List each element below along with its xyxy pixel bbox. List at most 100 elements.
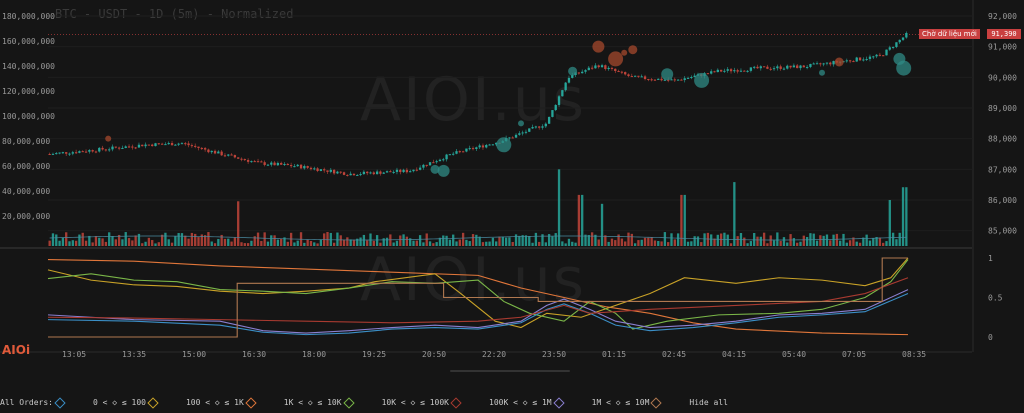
order-bubble: [437, 164, 450, 177]
legend-100k-1m[interactable]: 100K < ◇ ≤ 1M: [489, 396, 566, 409]
candle-body: [260, 161, 263, 163]
order-bubble: [568, 66, 578, 76]
candle-body: [733, 70, 736, 72]
candle-body: [643, 76, 647, 80]
volume-bar: [719, 233, 723, 246]
candle-body: [210, 150, 213, 153]
volume-bar: [653, 240, 657, 246]
volume-bar: [399, 235, 402, 246]
legend-label: 1M < ◇ ≤ 10M: [591, 398, 650, 407]
candle-body: [809, 63, 812, 67]
candle-body: [815, 63, 819, 65]
volume-bar: [61, 237, 65, 246]
volume-bar: [78, 234, 81, 246]
candle-body: [653, 79, 657, 81]
candle-body: [792, 65, 796, 68]
legend-1k-10k[interactable]: 1K < ◇ ≤ 10K: [284, 396, 356, 409]
volume-bar: [266, 241, 270, 246]
volume-bar: [68, 241, 71, 246]
volume-bar: [647, 237, 650, 246]
volume-bar: [197, 237, 200, 246]
volume-bar: [121, 239, 124, 246]
candle-body: [127, 146, 131, 148]
candle-body: [716, 69, 719, 73]
order-bubble: [896, 60, 912, 76]
candle-body: [402, 169, 405, 173]
volume-bar: [227, 238, 230, 246]
legend-all-orders[interactable]: All Orders:: [0, 396, 67, 409]
candle-body: [58, 152, 61, 154]
candle-body: [223, 155, 227, 157]
volume-bar: [786, 242, 789, 246]
volume-bar: [842, 233, 845, 246]
legend-0-100[interactable]: 0 < ◇ ≤ 100: [93, 396, 160, 409]
x-tick-label: 04:15: [722, 350, 746, 359]
candle-body: [94, 151, 98, 153]
candle-body: [845, 60, 848, 62]
scroll-handle[interactable]: [450, 370, 570, 372]
axes: 180,000,000160,000,000140,000,000120,000…: [2, 12, 1017, 359]
volume-bar: [313, 242, 316, 246]
volume-bar: [643, 237, 647, 246]
volume-bar: [326, 232, 329, 246]
candle-body: [121, 147, 124, 149]
candle-body: [590, 67, 594, 69]
candle-body: [332, 169, 336, 174]
legend-10k-100k[interactable]: 10K < ◇ ≤ 100K: [382, 396, 463, 409]
candle-body: [68, 153, 71, 155]
volume-bar: [481, 242, 485, 246]
candle-body: [144, 144, 147, 147]
legend-100-1k[interactable]: 100 < ◇ ≤ 1K: [186, 396, 258, 409]
volume-bar: [772, 240, 776, 246]
normalized-series-line: [47, 259, 909, 336]
candle-body: [157, 143, 160, 145]
volume-bar: [200, 234, 203, 246]
volume-bar: [356, 238, 359, 246]
candle-body: [819, 63, 822, 65]
volume-bar: [422, 242, 425, 246]
volume-bar: [392, 242, 395, 246]
volume-bar: [177, 233, 180, 246]
legend-bar: All Orders: 0 < ◇ ≤ 100 100 < ◇ ≤ 1K 1K …: [0, 392, 1024, 413]
legend-label: All Orders:: [0, 398, 53, 407]
candle-body: [213, 150, 217, 154]
candle-body: [48, 154, 51, 155]
candle-body: [627, 74, 630, 77]
volume-bar: [319, 239, 323, 246]
candle-body: [683, 78, 686, 81]
hide-all-button[interactable]: Hide all: [689, 398, 728, 407]
volume-bar: [670, 233, 673, 246]
y-left-tick-label: 180,000,000: [2, 12, 55, 21]
candle-body: [858, 57, 862, 61]
y-left-tick-label: 80,000,000: [2, 137, 50, 146]
candle-body: [875, 54, 878, 57]
y-left-tick-label: 20,000,000: [2, 212, 50, 221]
candle-body: [289, 165, 293, 167]
volume-bar: [557, 169, 561, 246]
candle-body: [749, 67, 753, 71]
candle-body: [524, 131, 528, 133]
candle-body: [478, 145, 481, 148]
volume-bar: [901, 187, 905, 246]
volume-bar: [597, 239, 600, 246]
candle-body: [885, 49, 888, 56]
volume-bar: [590, 232, 594, 246]
volume-bar: [379, 242, 382, 246]
volume-bar: [498, 236, 501, 246]
candle-body: [640, 76, 643, 78]
volume-bar: [104, 241, 108, 246]
candle-body: [382, 172, 385, 174]
candle-body: [151, 144, 154, 147]
candle-body: [531, 127, 534, 129]
volume-bar: [710, 234, 713, 246]
candle-body: [567, 77, 571, 83]
volume-bar: [508, 237, 511, 246]
order-bubble: [105, 135, 112, 142]
legend-1m-10m[interactable]: 1M < ◇ ≤ 10M: [591, 396, 664, 409]
candle-body: [283, 163, 286, 165]
candle-body: [756, 66, 759, 69]
volume-bar: [296, 240, 299, 246]
volume-bar: [875, 237, 878, 246]
candle-body: [131, 146, 134, 148]
